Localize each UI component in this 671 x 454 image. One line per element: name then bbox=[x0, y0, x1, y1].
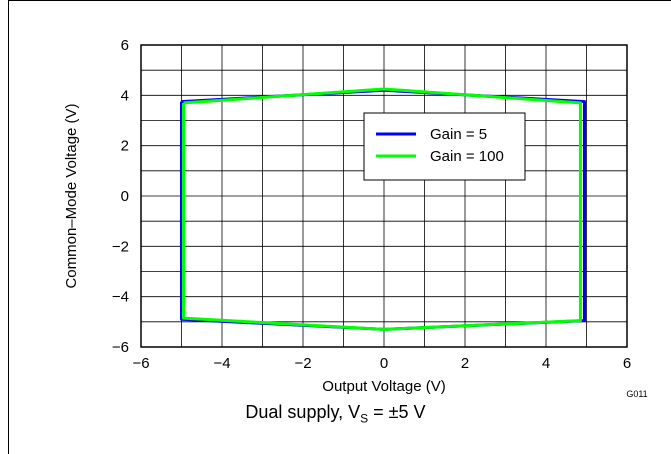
legend-box bbox=[363, 112, 526, 181]
y-axis-label: Common–Mode Voltage (V) bbox=[63, 103, 80, 288]
legend-label-gain-5: Gain = 5 bbox=[430, 126, 487, 143]
x-tick-label: −2 bbox=[294, 355, 311, 372]
x-tick-label: −6 bbox=[132, 355, 149, 372]
caption-suffix: = ±5 V bbox=[368, 402, 426, 422]
tick-labels: −6 −4 −2 0 2 4 6 −6 −4 −2 0 2 4 6 bbox=[112, 37, 631, 372]
x-tick-label: 2 bbox=[461, 355, 469, 372]
figure-caption: Dual supply, VS = ±5 V bbox=[0, 402, 671, 426]
caption-subscript: S bbox=[360, 411, 369, 426]
y-tick-label: −4 bbox=[112, 289, 129, 306]
y-tick-label: 6 bbox=[121, 37, 129, 54]
y-tick-label: 0 bbox=[121, 188, 129, 205]
x-tick-label: 4 bbox=[542, 355, 550, 372]
legend: Gain = 5 Gain = 100 bbox=[363, 112, 526, 181]
caption-prefix: Dual supply, V bbox=[245, 402, 361, 422]
figure-frame-top bbox=[8, 0, 671, 1]
x-axis-label: Output Voltage (V) bbox=[322, 378, 445, 395]
series-line-gain-100 bbox=[182, 87, 582, 331]
legend-label-gain-100: Gain = 100 bbox=[430, 148, 504, 165]
figure-code: G011 bbox=[626, 389, 647, 399]
series-lines bbox=[180, 87, 586, 331]
y-tick-label: 4 bbox=[121, 87, 129, 104]
figure-frame-left bbox=[8, 0, 9, 454]
x-tick-label: 0 bbox=[380, 355, 388, 372]
x-tick-label: 6 bbox=[623, 355, 631, 372]
x-tick-label: −4 bbox=[213, 355, 230, 372]
plot-border bbox=[140, 44, 628, 348]
y-tick-label: −6 bbox=[112, 339, 129, 356]
y-tick-label: −2 bbox=[112, 238, 129, 255]
y-tick-label: 2 bbox=[121, 138, 129, 155]
